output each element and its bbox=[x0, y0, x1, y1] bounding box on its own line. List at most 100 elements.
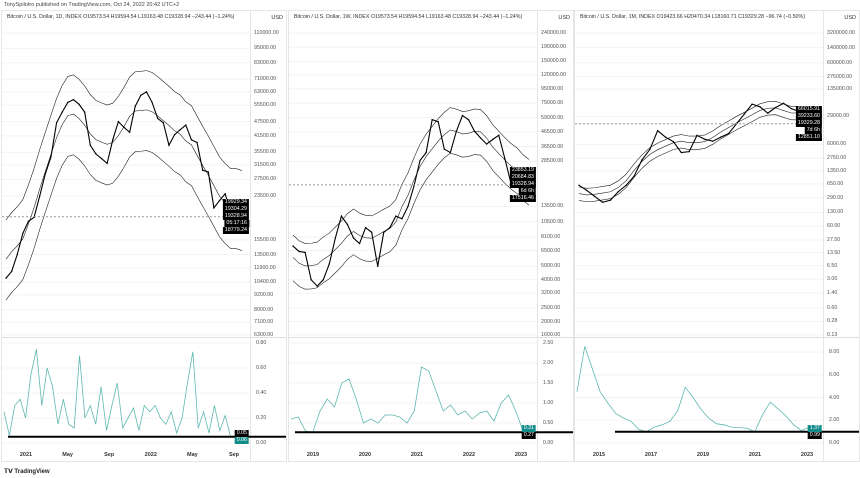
price-tick-label: 6500.00 bbox=[541, 247, 561, 254]
price-axis[interactable] bbox=[823, 11, 859, 461]
tradingview-logo[interactable]: 𝗧𝗩 TradingView bbox=[4, 468, 50, 475]
price-point bbox=[431, 118, 433, 121]
price-point bbox=[352, 237, 355, 239]
price-point bbox=[656, 130, 659, 132]
price-tick-label: 47500.00 bbox=[254, 118, 277, 125]
indicator-tick-label: 2.50 bbox=[543, 340, 554, 346]
indicator-tick-label: 0.20 bbox=[256, 415, 267, 421]
chart-panel-1[interactable]: Bitcoin / U.S. Dollar, 1D, INDEX O19573.… bbox=[1, 10, 287, 462]
time-tick-label: 2021 bbox=[748, 452, 762, 458]
chart-canvas[interactable] bbox=[575, 11, 860, 463]
price-point bbox=[89, 144, 91, 146]
price-tick-label: 27.50 bbox=[827, 236, 841, 243]
price-point bbox=[218, 199, 221, 202]
price-point bbox=[134, 105, 136, 107]
price-tick-label: 1.40 bbox=[827, 289, 838, 296]
price-tick-label: 275000.00 bbox=[827, 73, 853, 80]
indicator-value-box: 0.27 bbox=[521, 432, 536, 440]
indicator-tick-label: 6.00 bbox=[829, 371, 840, 378]
middle-band bbox=[578, 107, 816, 196]
pane-separator bbox=[289, 337, 573, 338]
chart-canvas[interactable] bbox=[289, 11, 575, 463]
price-point bbox=[383, 231, 385, 233]
price-point bbox=[455, 130, 458, 132]
chart-canvas[interactable] bbox=[2, 11, 288, 463]
indicator-value-box: 1.37 bbox=[807, 424, 822, 432]
chart-panel-2[interactable]: Bitcoin / U.S. Dollar, 1W, INDEX O19573.… bbox=[288, 10, 574, 462]
price-tick-label: 7100.00 bbox=[254, 319, 274, 326]
currency-label: USD bbox=[271, 15, 283, 21]
time-tick-label: May bbox=[62, 452, 73, 458]
price-label-box: 19328.94 bbox=[509, 180, 536, 188]
indicator-series bbox=[576, 346, 810, 433]
price-point bbox=[72, 98, 75, 101]
publisher-caption: TonySpilotro published on TradingView.co… bbox=[4, 2, 180, 8]
time-tick-label: 2017 bbox=[644, 452, 658, 458]
price-point bbox=[719, 136, 722, 138]
price-axis[interactable] bbox=[250, 11, 286, 461]
price-point bbox=[498, 134, 500, 136]
price-point bbox=[578, 184, 580, 186]
price-tick-label: 11900.00 bbox=[254, 264, 276, 271]
time-tick-label: May bbox=[187, 452, 198, 458]
price-point bbox=[370, 231, 373, 233]
price-point bbox=[586, 189, 588, 192]
price-label-box: 66015.91 bbox=[795, 105, 822, 113]
logo-icon: 𝗧𝗩 bbox=[4, 469, 15, 475]
price-label-box: 23853.19 bbox=[509, 166, 536, 174]
price-point bbox=[201, 169, 204, 171]
indicator-tick-label: 0.50 bbox=[543, 420, 554, 426]
price-point bbox=[44, 173, 47, 175]
indicator-series bbox=[290, 366, 524, 433]
price-point bbox=[401, 218, 403, 220]
price-label-box: 19329.28 bbox=[795, 119, 822, 127]
price-point bbox=[185, 124, 187, 126]
price-axis[interactable] bbox=[537, 11, 573, 461]
price-tick-label: 3200000.00 bbox=[827, 30, 855, 36]
price-tick-label: 3.00 bbox=[827, 276, 838, 283]
lower-band bbox=[292, 152, 530, 290]
price-point bbox=[123, 126, 125, 129]
indicator-tick-label: 2.00 bbox=[543, 360, 554, 366]
price-point bbox=[601, 201, 604, 203]
price-point bbox=[751, 103, 753, 105]
price-point bbox=[346, 223, 349, 226]
price-label-box: 19929.34 bbox=[222, 198, 249, 206]
price-series bbox=[292, 114, 530, 287]
price-tick-label: 110000.00 bbox=[254, 30, 279, 36]
price-label-box: 12851.10 bbox=[795, 133, 822, 141]
price-tick-label: 290.00 bbox=[827, 195, 844, 202]
price-tick-label: 130.00 bbox=[827, 209, 844, 216]
price-point bbox=[151, 101, 153, 104]
indicator-value-box: 0.06 bbox=[234, 436, 249, 444]
price-label-box: 6d 6h bbox=[518, 187, 536, 195]
time-tick-label: 2022 bbox=[462, 452, 476, 458]
price-tick-label: 29000.00 bbox=[827, 113, 850, 120]
price-tick-label: 6300.00 bbox=[254, 332, 274, 338]
price-tick-label: 0.60 bbox=[827, 304, 838, 311]
price-tick-label: 13.50 bbox=[827, 249, 841, 256]
price-point bbox=[479, 137, 482, 139]
price-tick-label: 8000.00 bbox=[254, 306, 274, 313]
price-point bbox=[504, 157, 506, 160]
time-tick-label: 2021 bbox=[19, 452, 33, 458]
price-point bbox=[664, 136, 667, 138]
price-tick-label: 60.00 bbox=[827, 223, 841, 230]
chart-panel-3[interactable]: Bitcoin / U.S. Dollar, 1M, INDEX O19423.… bbox=[574, 10, 860, 462]
price-tick-label: 9200.00 bbox=[254, 292, 274, 298]
indicator-tick-label: 1.00 bbox=[543, 400, 554, 406]
time-tick-label: 2015 bbox=[592, 452, 606, 458]
price-point bbox=[100, 157, 103, 160]
price-point bbox=[16, 253, 18, 256]
price-tick-label: 240000.00 bbox=[541, 30, 567, 36]
price-label-box: 05:17:16 bbox=[224, 219, 249, 227]
price-point bbox=[196, 141, 198, 144]
price-point bbox=[473, 130, 476, 132]
price-tick-label: 83000.00 bbox=[254, 59, 277, 66]
time-tick-label: 2023 bbox=[514, 452, 528, 458]
price-tick-label: 6.50 bbox=[827, 262, 838, 269]
price-tick-label: 35500.00 bbox=[254, 149, 277, 156]
price-tick-label: 1400000.00 bbox=[827, 44, 855, 51]
price-point bbox=[672, 140, 675, 143]
price-point bbox=[461, 114, 464, 117]
